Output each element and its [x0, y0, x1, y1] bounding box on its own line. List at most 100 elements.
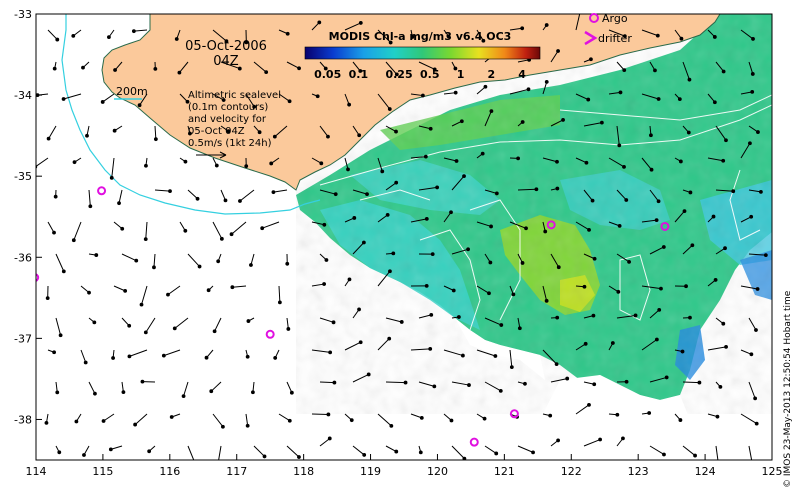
velocity-arrow [36, 157, 49, 167]
velocity-arrow-head [649, 133, 653, 138]
velocity-arrow-head [323, 66, 328, 71]
velocity-arrow-head [755, 287, 760, 291]
velocity-arrow [418, 61, 435, 70]
velocity-arrow [145, 317, 156, 333]
velocity-arrow [443, 92, 456, 95]
velocity-arrow [47, 221, 55, 233]
velocity-arrow [715, 125, 727, 141]
velocity-arrow-head [197, 264, 202, 269]
velocity-arrow [352, 374, 369, 383]
velocity-arrow-head [277, 300, 282, 305]
velocity-arrow [377, 29, 392, 43]
velocity-arrow-head [617, 223, 622, 228]
velocity-arrow-head [462, 456, 467, 460]
velocity-arrow-head [285, 261, 290, 266]
velocity-arrow-head [489, 224, 493, 229]
velocity-arrow [129, 349, 148, 357]
velocity-arrow-head [107, 35, 111, 40]
velocity-arrow-head [556, 265, 561, 270]
velocity-arrow [385, 381, 406, 384]
velocity-arrow-head [226, 129, 231, 134]
velocity-arrow [319, 317, 334, 323]
velocity-arrow-head [763, 253, 768, 258]
plot-frame [35, 13, 773, 461]
velocity-arrow-head [221, 424, 225, 429]
velocity-arrow-head [195, 196, 200, 201]
velocity-arrow-head [617, 143, 622, 148]
velocity-arrow-head [544, 23, 549, 27]
velocity-arrow-head [209, 389, 214, 394]
sealevel-legend-3: and velocity for [188, 114, 267, 125]
velocity-arrow [550, 50, 559, 63]
velocity-arrow-head [482, 416, 487, 421]
velocity-arrow-head [756, 130, 760, 134]
velocity-arrow-head [88, 204, 93, 209]
velocity-arrow-head [357, 307, 361, 312]
velocity-arrow-head [520, 120, 525, 124]
velocity-arrow [410, 218, 427, 223]
velocity-arrow-head [624, 379, 629, 384]
velocity-arrow-head [183, 228, 188, 233]
velocity-arrow [542, 349, 557, 365]
velocity-arrow [212, 221, 223, 240]
x-tick-label: 122 [561, 465, 582, 478]
velocity-arrow [377, 413, 392, 427]
velocity-arrow [278, 285, 281, 303]
velocity-arrow [748, 253, 766, 256]
velocity-arrow-head [287, 418, 292, 423]
velocity-arrow [174, 317, 189, 329]
velocity-arrow [133, 29, 148, 32]
velocity-arrow-head [221, 98, 226, 102]
velocity-arrow-head [123, 288, 128, 293]
argo-float-marker [36, 273, 40, 282]
velocity-arrow-head [161, 353, 166, 358]
velocity-arrow-head [618, 90, 623, 95]
velocity-arrow-head [61, 97, 66, 101]
velocity-arrow-head [615, 412, 620, 417]
y-tick-label: -37 [14, 332, 32, 345]
velocity-arrow [641, 285, 662, 290]
velocity-arrow-head [317, 20, 322, 25]
velocity-arrow-head [332, 380, 337, 385]
velocity-arrow-head [467, 383, 471, 387]
velocity-arrow [153, 253, 156, 268]
velocity-arrow [740, 91, 753, 95]
velocity-arrow-head [649, 167, 654, 172]
velocity-arrow-head [315, 94, 320, 99]
velocity-arrow-head [269, 161, 274, 166]
velocity-arrow-head [456, 315, 461, 319]
velocity-scale-label: 0.5m/s (1kt 24h) [188, 138, 272, 149]
velocity-arrow-head [749, 352, 754, 357]
velocity-arrow [73, 221, 82, 241]
x-tick-label: 116 [159, 465, 180, 478]
argo-floats [36, 186, 670, 447]
velocity-arrow-head [93, 391, 97, 396]
velocity-arrow [583, 189, 593, 201]
velocity-arrow-head [654, 337, 659, 342]
velocity-arrow-head [721, 321, 726, 326]
velocity-arrow-head [217, 462, 220, 465]
velocity-arrow [748, 189, 761, 193]
velocity-arrow-head [582, 284, 587, 289]
velocity-arrow [278, 413, 291, 422]
velocity-arrow-head [664, 375, 669, 380]
velocity-arrow [110, 445, 123, 450]
velocity-arrow [608, 157, 625, 168]
velocity-arrow-head [688, 190, 693, 195]
velocity-arrow-head [424, 283, 429, 288]
velocity-arrow [212, 29, 227, 42]
drifter-legend-label: drifter [598, 32, 632, 45]
velocity-arrow-head [494, 451, 499, 456]
velocity-arrow-head [749, 214, 754, 219]
velocity-arrow [102, 93, 115, 103]
velocity-arrow [748, 381, 756, 399]
velocity-arrow-head [420, 93, 425, 98]
velocity-arrow-head [428, 126, 433, 131]
velocity-arrow [682, 381, 700, 384]
velocity-arrow [608, 91, 621, 95]
velocity-arrow-head [174, 37, 179, 41]
velocity-arrow-head [389, 423, 394, 428]
colorbar-ticks: 0.05 0.1 0.25 0.5 1 2 4 [314, 68, 526, 81]
colorbar-tick-label: 1 [457, 68, 465, 81]
velocity-arrow-head [352, 216, 357, 220]
